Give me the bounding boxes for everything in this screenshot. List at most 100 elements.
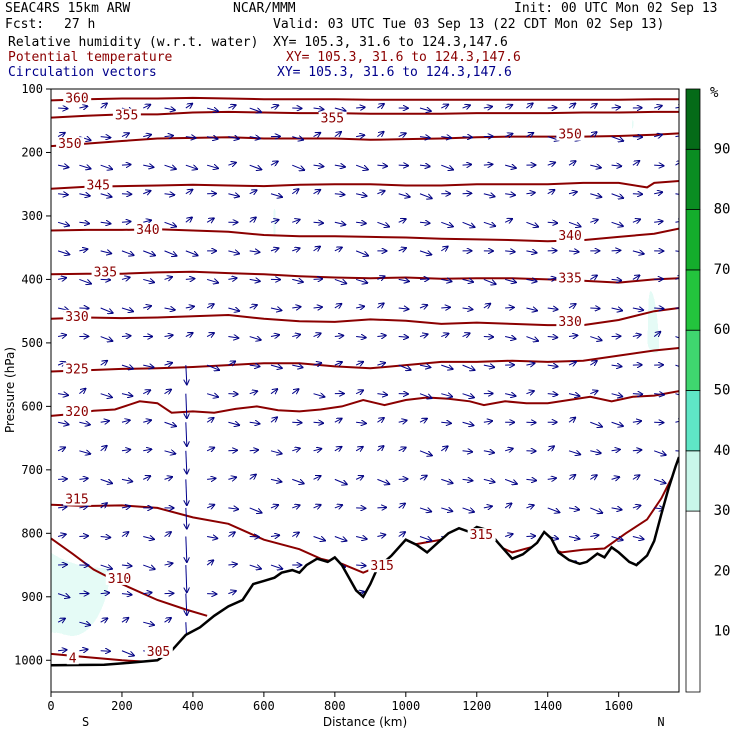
- vector-482: [568, 161, 576, 165]
- theta-label-12: 325: [65, 362, 88, 377]
- vector-204: [270, 220, 278, 223]
- rh-cell-15: [561, 342, 676, 496]
- vector-53: [100, 479, 112, 483]
- vector-301: [377, 132, 383, 137]
- vector-141: [207, 137, 217, 139]
- vector-587: [675, 307, 679, 309]
- vector-121: [185, 137, 196, 138]
- vector-382: [462, 164, 472, 165]
- colorbar-bin-1: [685, 450, 701, 512]
- vector-449: [526, 363, 534, 365]
- theta-label-bg-14: [63, 492, 92, 506]
- vector-347: [419, 305, 427, 308]
- theta-label-bg-12: [63, 362, 92, 376]
- vector-535: [611, 536, 623, 540]
- model-name: SEAC4RS 15km ARW: [5, 1, 131, 16]
- y-tick-label-1000: 1000: [14, 653, 43, 667]
- vector-526: [611, 279, 622, 280]
- vector-400: [483, 107, 492, 108]
- theta-label-bg-11: [556, 314, 585, 328]
- vector-140: [206, 108, 218, 111]
- vector-274: [334, 505, 342, 508]
- vector-65: [121, 250, 134, 255]
- vector-504: [590, 220, 597, 223]
- vector-454: [526, 505, 533, 508]
- vector-308: [377, 335, 385, 336]
- y-axis-title: Pressure (hPa): [3, 347, 17, 433]
- vector-11: [57, 422, 68, 424]
- colorbar-label-10: 10: [714, 624, 731, 640]
- theta-label-bg-3: [56, 137, 85, 151]
- vector-67: [121, 308, 133, 311]
- vector-148: [206, 333, 214, 337]
- vector-1: [57, 133, 65, 137]
- y-tick-label-200: 200: [21, 145, 43, 159]
- vector-98: [143, 622, 154, 625]
- theta-label-1: 355: [115, 109, 138, 124]
- theta-label-5: 345: [86, 178, 109, 193]
- vector-433: [504, 478, 517, 484]
- vector-177: [228, 591, 235, 594]
- vector-183: [249, 190, 257, 194]
- plot-area: 360 355 355 350 350 345 340 340 335 335 330 330 325 3…: [51, 89, 679, 692]
- vector-474: [547, 507, 560, 512]
- x-axis: 0 200 400 600 800 1000 1200 1400 1600: [47, 692, 633, 713]
- vector-91: [143, 420, 151, 422]
- vector-191: [249, 422, 260, 423]
- colorbar-label-70: 70: [714, 262, 731, 278]
- y-tick-label-400: 400: [21, 272, 43, 286]
- vector-394: [462, 508, 474, 512]
- vector-351: [419, 419, 427, 423]
- vector-488: [568, 335, 577, 336]
- rh-cell-25: [459, 146, 481, 286]
- vector-72: [121, 450, 130, 451]
- vector-302: [377, 165, 387, 166]
- forecast-label: Fcst:: [5, 17, 45, 32]
- colorbar-label-90: 90: [714, 141, 731, 157]
- vector-77: [121, 594, 132, 595]
- vector-26: [79, 278, 91, 283]
- vector-323: [398, 194, 410, 197]
- vector-232: [292, 448, 300, 450]
- vector-149: [206, 364, 219, 370]
- vector-225: [292, 248, 299, 251]
- vector-107: [164, 308, 175, 310]
- vector-304: [377, 221, 389, 226]
- vector-63: [121, 194, 131, 195]
- vector-38: [79, 622, 90, 625]
- vector-349: [419, 365, 430, 367]
- vector-127: [185, 306, 194, 308]
- vector-200: [270, 105, 278, 108]
- vector-208: [270, 335, 279, 337]
- vector-221: [292, 137, 303, 140]
- terrain-line: [51, 456, 679, 667]
- vector-283: [356, 194, 366, 196]
- vector-507: [590, 308, 599, 309]
- vector-181: [249, 137, 260, 139]
- vector-331: [398, 420, 407, 422]
- vector-361: [441, 137, 451, 138]
- vector-423: [505, 194, 515, 195]
- vector-184: [249, 217, 256, 222]
- vector-282: [355, 164, 368, 169]
- vector-24: [79, 222, 89, 223]
- colorbar-label-50: 50: [714, 383, 731, 399]
- vector-268: [334, 336, 343, 337]
- vector-510: [590, 391, 597, 394]
- vector-393: [462, 479, 473, 480]
- vector-527: [611, 308, 623, 311]
- vector-115: [164, 532, 171, 536]
- vector-262: [334, 165, 345, 167]
- vector-402: [483, 164, 493, 165]
- vector-290: [355, 390, 363, 393]
- vector-313: [377, 478, 389, 484]
- forecast-hour: 27 h: [64, 17, 96, 32]
- vector-521: [611, 136, 624, 141]
- vector-406: [483, 278, 496, 284]
- vector-74: [121, 506, 130, 508]
- vector-32: [79, 451, 90, 454]
- vector-572: [653, 450, 666, 455]
- vector-10: [58, 394, 68, 396]
- vector-155: [207, 536, 217, 538]
- theta-label-0: 360: [65, 91, 88, 106]
